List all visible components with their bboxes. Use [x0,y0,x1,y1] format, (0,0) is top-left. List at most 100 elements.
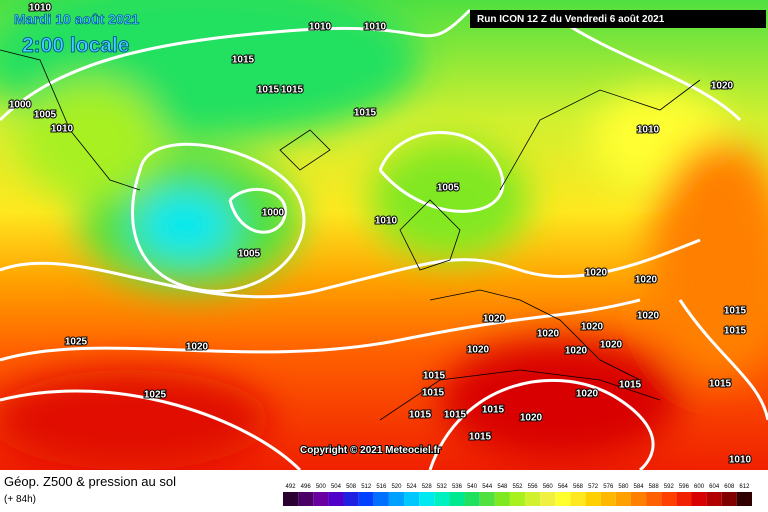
isobar-label: 1020 [711,81,734,92]
isobar-label: 1015 [469,432,492,443]
color-legend: 492 496 500 504 508 512 516 520 524 528 532 536 540 5… [283,484,752,506]
legend-swatch [676,492,692,506]
legend-swatch [721,492,737,506]
isobar-label: 1010 [364,22,387,33]
coastlines [0,49,701,421]
run-box [470,10,766,28]
isobar-label: 1010 [729,455,752,466]
legend-label: 508 [346,484,357,490]
isobar-label: 1020 [520,413,543,424]
isobar-label: 1010 [51,124,74,135]
legend-label: 536 [452,484,463,490]
legend-label: 584 [634,484,645,490]
legend-label: 604 [709,484,720,490]
isobar-label: 1020 [637,311,660,322]
legend-swatch [585,492,601,506]
legend-label: 592 [664,484,675,490]
legend-label: 608 [724,484,735,490]
legend-swatch [661,492,677,506]
isobar-label: 1020 [537,329,560,340]
legend-label: 560 [543,484,554,490]
legend-swatch [388,492,405,506]
legend-label: 540 [467,484,478,490]
legend-label: 572 [588,484,599,490]
isobar-label: 1015 [724,306,747,317]
isobar-label: 1015 [619,380,642,391]
isobar-label: 1015 [709,379,732,390]
legend-label: 516 [376,484,387,490]
time-title: 2:00 locale [22,34,129,57]
legend-label: 512 [361,484,372,490]
isobar-label: 1015 [482,405,505,416]
run-label: Run ICON 12 Z du Vendredi 6 août 2021 [477,14,665,25]
isobar-label: 1015 [423,371,446,382]
isobar-label: 1015 [354,108,377,119]
isobar-label: 1015 [257,85,280,96]
isobar-label: 1020 [581,322,604,333]
isobar-label: 1015 [444,410,467,421]
legend-swatch [509,492,526,506]
legend-label: 564 [558,484,569,490]
isobar-lines [0,8,768,472]
legend-label: 576 [603,484,614,490]
legend-swatch [646,492,662,506]
legend-label: 500 [316,484,327,490]
legend-swatch [313,492,329,506]
legend-label: 532 [437,484,448,490]
footer-lead: (+ 84h) [4,494,36,505]
legend-label: 596 [679,484,690,490]
legend-swatch [298,492,314,506]
isobar-label: 1015 [724,326,747,337]
legend-swatch [283,492,299,506]
date-title: Mardi 10 août 2021 [14,11,139,27]
isobar-label: 1015 [409,410,432,421]
legend-label: 544 [482,484,493,490]
legend-swatch [373,492,389,506]
isobar-label: 1020 [635,275,658,286]
legend-swatch [479,492,495,506]
legend-label: 548 [497,484,508,490]
legend-swatch [691,492,707,506]
isobar-label: 1010 [375,216,398,227]
legend-label: 496 [301,484,312,490]
isobar-label: 1015 [232,55,255,66]
legend-swatch [328,492,344,506]
isobar-label: 1020 [585,268,608,279]
legend-label: 580 [618,484,629,490]
isobar-label: 1010 [309,22,332,33]
legend-swatch [600,492,616,506]
legend-swatch [736,492,752,506]
isobar-label: 1020 [576,389,599,400]
isobar-label: 1005 [34,110,57,121]
legend-swatch [404,492,420,506]
isobar-label: 1010 [29,3,52,14]
legend-label: 552 [512,484,523,490]
isobar-label: 1005 [437,183,460,194]
footer-title: Géop. Z500 & pression au sol [4,474,176,489]
isobar-label: 1015 [281,85,304,96]
legend-swatch [615,492,631,506]
legend-swatch [464,492,480,506]
legend-label: 568 [573,484,584,490]
legend-label: 612 [739,484,750,490]
isobar-label: 1015 [422,388,445,399]
legend-swatch [494,492,510,506]
legend-label: 600 [694,484,705,490]
legend-label: 528 [422,484,433,490]
isobar-label: 1020 [483,314,506,325]
isobar-label: 1020 [467,345,490,356]
legend-swatch [343,492,359,506]
legend-swatch [540,492,556,506]
legend-swatch [358,492,374,506]
isobar-label: 1020 [186,342,209,353]
legend-label: 504 [331,484,342,490]
isobar-label: 1010 [637,125,660,136]
legend-swatch [555,492,571,506]
isobar-label: 1025 [65,337,88,348]
legend-swatch [449,492,465,506]
legend-swatch [570,492,586,506]
legend-swatch [630,492,647,506]
isobar-label: 1020 [600,340,623,351]
